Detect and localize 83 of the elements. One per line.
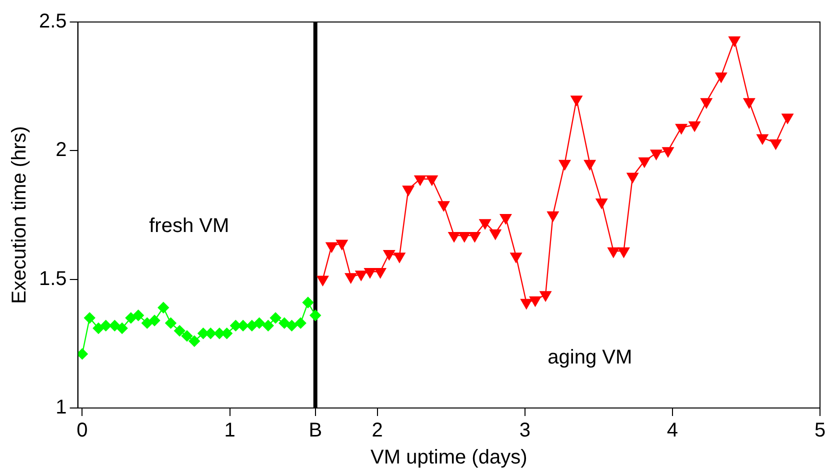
point [490, 229, 502, 240]
point [700, 98, 712, 108]
point [402, 186, 414, 196]
point [547, 211, 559, 222]
x-axis-title: VM uptime (days) [370, 446, 528, 469]
point [584, 160, 596, 170]
point [270, 312, 282, 324]
point [426, 175, 438, 186]
point [254, 317, 265, 329]
point [458, 232, 470, 242]
point [302, 296, 314, 308]
point [688, 121, 700, 132]
annotation: fresh VM [149, 215, 230, 238]
point [479, 219, 491, 230]
point [109, 320, 120, 332]
point [520, 298, 532, 310]
point [662, 147, 674, 158]
point [715, 72, 727, 83]
point [286, 320, 298, 332]
point [278, 317, 290, 329]
annotation: aging VM [548, 346, 632, 368]
y-axis-title: Execution time (hrs) [8, 126, 31, 304]
point [100, 320, 112, 332]
point [310, 310, 321, 321]
point [570, 96, 582, 106]
point [414, 175, 426, 186]
point [383, 250, 395, 260]
x-tick-label: 0 [76, 420, 88, 442]
point [728, 36, 740, 47]
point [596, 198, 608, 209]
point [364, 268, 376, 278]
point [344, 273, 357, 284]
point [743, 98, 755, 108]
x-tick-label: 3 [519, 420, 530, 442]
y-tick-label: 2 [56, 139, 67, 162]
point [782, 114, 794, 124]
point [650, 150, 662, 160]
x-tick-label: 5 [814, 420, 826, 442]
point [448, 232, 460, 242]
point [529, 296, 542, 307]
point [246, 320, 258, 332]
point [132, 310, 144, 321]
y-tick-label: 2.5 [38, 10, 67, 33]
point [181, 330, 193, 342]
point [262, 320, 274, 332]
point [468, 232, 481, 242]
point [756, 134, 768, 144]
x-tick-label: 1 [224, 420, 236, 442]
point [540, 291, 552, 302]
point [355, 270, 367, 281]
point [165, 317, 176, 329]
point [84, 312, 96, 324]
point [316, 276, 329, 286]
y-tick-label: 1.5 [38, 268, 67, 290]
point [78, 348, 88, 360]
point [558, 160, 571, 170]
x-tick-label: B [308, 420, 322, 442]
point [188, 335, 200, 347]
point [148, 314, 160, 326]
point [618, 247, 630, 258]
point [92, 322, 104, 334]
point [626, 172, 638, 183]
point [125, 312, 137, 324]
point [500, 214, 512, 224]
x-tick-label: 4 [666, 420, 678, 442]
point [374, 268, 386, 278]
point [295, 317, 306, 329]
point [676, 124, 688, 134]
point [438, 201, 450, 212]
point [158, 302, 169, 314]
point [394, 252, 406, 263]
point [638, 157, 650, 168]
point [510, 252, 522, 263]
point [205, 328, 216, 339]
point [336, 240, 348, 250]
x-tick-label: 2 [372, 420, 383, 442]
point [174, 325, 186, 336]
point [116, 322, 128, 334]
point [608, 247, 620, 258]
y-tick-label: 1 [56, 396, 67, 419]
point [770, 139, 782, 150]
point [142, 317, 153, 329]
point [326, 242, 338, 252]
